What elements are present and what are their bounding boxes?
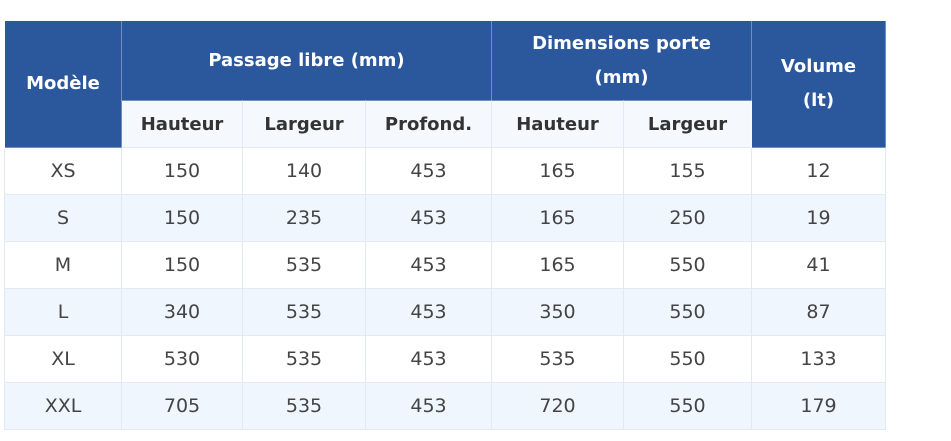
subheader-row: Hauteur Largeur Profond. Hauteur Largeur: [5, 100, 886, 148]
header-cell: Dimensions porte (mm): [490, 20, 753, 101]
table-cell: XL: [4, 335, 122, 383]
table-cell: 150: [121, 194, 243, 242]
table-body: XS 150 140 453 165 155 12 S 150 235 453 165 250 19 M 15…: [4, 147, 887, 430]
table-cell: 530: [121, 335, 243, 383]
table-cell: 453: [365, 288, 492, 336]
subheader-cell: Hauteur: [491, 100, 624, 148]
table-cell: 550: [622, 382, 753, 430]
subheader-cell: Largeur: [622, 100, 753, 148]
spec-table: Modèle Passage libre (mm) Dimensions por…: [4, 20, 887, 430]
table-cell: 550: [622, 288, 753, 336]
table-cell: 133: [751, 335, 887, 383]
table-cell: 340: [121, 288, 243, 336]
table-cell: 453: [365, 194, 492, 242]
header-cell: Modèle: [4, 20, 122, 148]
table-cell: 150: [121, 147, 243, 195]
table-cell: 140: [242, 147, 366, 195]
header-row: Modèle Passage libre (mm) Dimensions por…: [4, 20, 887, 148]
table-cell: 535: [242, 382, 366, 430]
table-cell: 535: [242, 288, 366, 336]
table-cell: 453: [365, 335, 492, 383]
table-row: XL 530 535 453 535 550 133: [4, 335, 887, 383]
table-cell: L: [4, 288, 122, 336]
table-cell: XS: [4, 147, 122, 195]
table-row: S 150 235 453 165 250 19: [4, 194, 887, 242]
table-cell: 720: [491, 382, 624, 430]
header-cell: Passage libre (mm): [121, 20, 492, 101]
table-cell: M: [4, 241, 122, 289]
table-cell: 550: [622, 335, 753, 383]
table-cell: 155: [622, 147, 753, 195]
table-head: Modèle Passage libre (mm) Dimensions por…: [4, 20, 887, 148]
table-cell: 235: [242, 194, 366, 242]
table-cell: 350: [491, 288, 624, 336]
subheader-cell: Largeur: [242, 100, 366, 148]
subheader-cell: Hauteur: [121, 100, 243, 148]
table-cell: 550: [622, 241, 753, 289]
table-cell: 453: [365, 147, 492, 195]
table-cell: XXL: [4, 382, 122, 430]
table-cell: 12: [751, 147, 887, 195]
table-cell: 165: [491, 241, 624, 289]
table-cell: 165: [491, 194, 624, 242]
table-cell: 535: [242, 241, 366, 289]
header-cell: Volume (lt): [751, 20, 887, 148]
table-cell: 87: [751, 288, 887, 336]
table-cell: 41: [751, 241, 887, 289]
table-row: XXL 705 535 453 720 550 179: [4, 382, 887, 430]
table-cell: 535: [491, 335, 624, 383]
table-cell: 250: [622, 194, 753, 242]
table-row: M 150 535 453 165 550 41: [4, 241, 887, 289]
table-cell: 165: [491, 147, 624, 195]
table-cell: 453: [365, 382, 492, 430]
subheader-cell: Profond.: [365, 100, 492, 148]
table-cell: 179: [751, 382, 887, 430]
table-row: XS 150 140 453 165 155 12: [4, 147, 887, 195]
table-row: L 340 535 453 350 550 87: [4, 288, 887, 336]
table-cell: 19: [751, 194, 887, 242]
table-cell: 453: [365, 241, 492, 289]
table-cell: 535: [242, 335, 366, 383]
table-cell: 150: [121, 241, 243, 289]
table-cell: S: [4, 194, 122, 242]
table-cell: 705: [121, 382, 243, 430]
